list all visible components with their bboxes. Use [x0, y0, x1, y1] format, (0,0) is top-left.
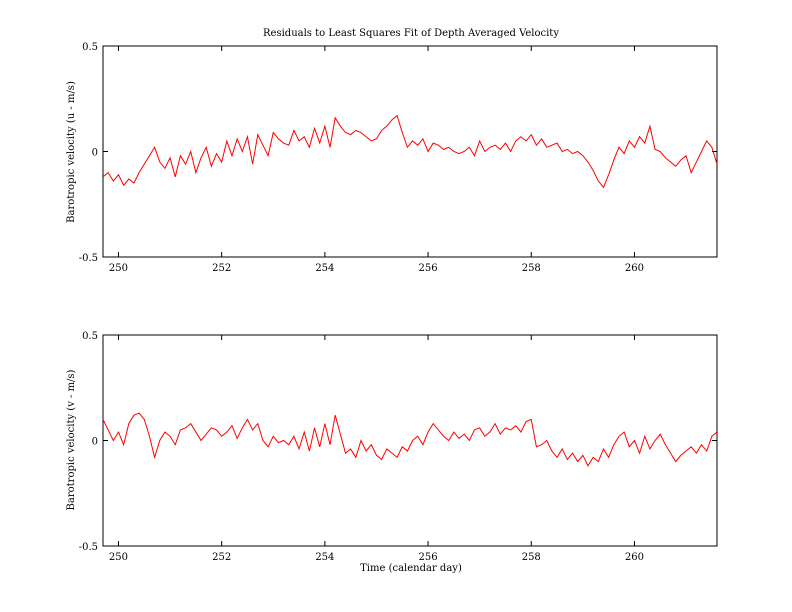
x-tick-label: 258: [522, 552, 541, 563]
x-tick-label: 260: [625, 552, 644, 563]
y-tick-label: -0.5: [79, 542, 98, 553]
figure-title: Residuals to Least Squares Fit of Depth …: [263, 28, 559, 39]
top-y-axis-label: Barotropic velocity (u - m/s): [66, 81, 77, 223]
y-tick-label: 0: [92, 437, 98, 448]
y-tick-label: 0.5: [82, 42, 98, 53]
bottom-x-ticks: 250 252 254 256 258 260: [109, 335, 644, 563]
bottom-y-axis-label: Barotropic velocity (v - m/s): [66, 369, 77, 510]
bottom-x-axis-label: Time (calendar day): [360, 563, 462, 574]
x-tick-label: 254: [315, 552, 334, 563]
y-tick-label: 0: [92, 148, 98, 159]
u-velocity-series-line: [102, 114, 718, 189]
top-y-ticks: -0.5 0 0.5: [79, 42, 717, 264]
bottom-axes-frame: [102, 334, 718, 547]
x-tick-label: 260: [625, 263, 644, 274]
x-tick-label: 256: [419, 552, 438, 563]
top-panel: 250 252 254 256 258 260 -0.5 0 0.5 Barotropic v…: [66, 42, 718, 274]
y-tick-label: 0.5: [82, 331, 98, 342]
x-tick-label: 256: [419, 263, 438, 274]
x-tick-label: 252: [212, 552, 231, 563]
x-tick-label: 250: [109, 263, 128, 274]
v-velocity-series-line: [102, 412, 718, 467]
y-tick-label: -0.5: [79, 253, 98, 264]
x-tick-label: 258: [522, 263, 541, 274]
x-tick-label: 254: [315, 263, 334, 274]
top-x-ticks: 250 252 254 256 258 260: [109, 46, 644, 274]
x-tick-label: 252: [212, 263, 231, 274]
bottom-panel: 250 252 254 256 258 260 -0.5 0 0.5 Barotropic v…: [66, 331, 718, 574]
bottom-y-ticks: -0.5 0 0.5: [79, 331, 717, 553]
x-tick-label: 250: [109, 552, 128, 563]
